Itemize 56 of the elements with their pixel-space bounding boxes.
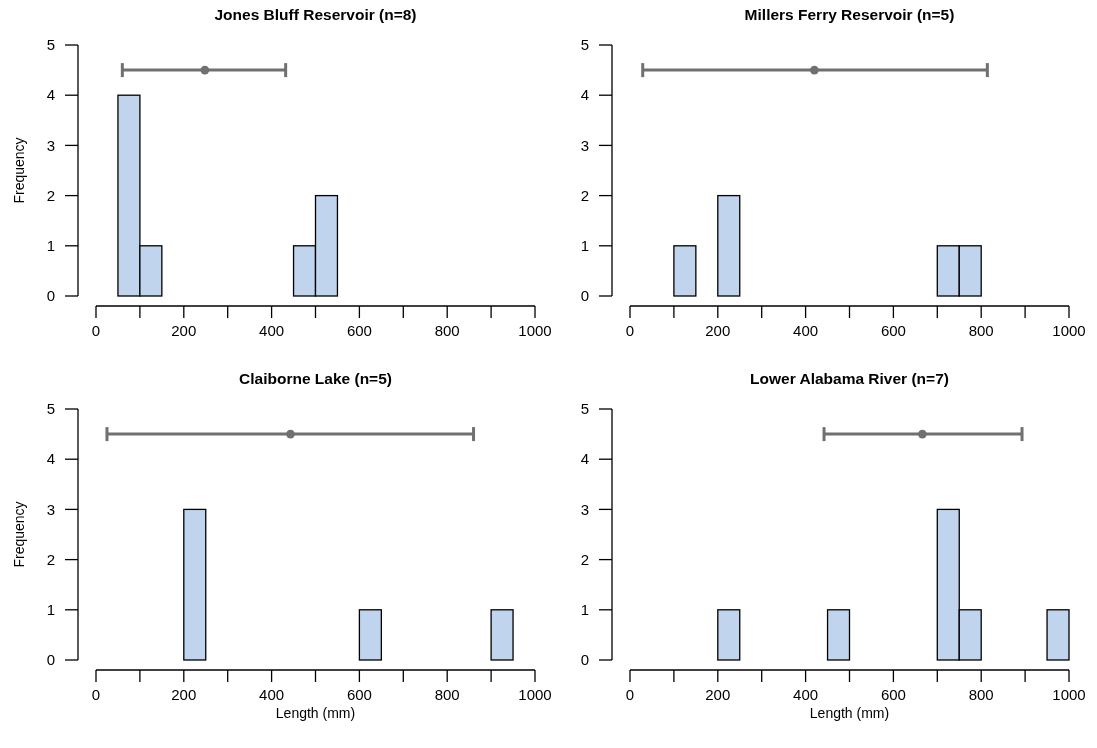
y-axis-title: Frequency (11, 137, 27, 204)
y-tick-label: 1 (580, 237, 590, 255)
y-tick-label: 5 (580, 400, 590, 418)
x-tick-label: 800 (968, 686, 994, 703)
y-tick-label: 2 (46, 186, 56, 204)
x-tick-label: 1000 (1052, 322, 1086, 339)
x-tick-label: 800 (968, 322, 994, 339)
y-tick-label: 5 (46, 400, 56, 418)
y-tick-label: 3 (46, 136, 56, 154)
y-tick-label: 0 (580, 287, 590, 305)
x-tick-label: 0 (91, 322, 101, 339)
x-tick-label: 400 (793, 322, 819, 339)
y-tick-label: 0 (580, 651, 590, 669)
x-tick-label: 800 (434, 686, 460, 703)
chart-title: Millers Ferry Reservoir (n=5) (744, 6, 955, 23)
y-tick-label: 1 (46, 237, 56, 255)
y-tick-label: 2 (46, 550, 56, 568)
x-tick-label: 1000 (1052, 686, 1086, 703)
y-tick-label: 0 (46, 287, 56, 305)
x-tick-label: 1000 (518, 686, 552, 703)
chart-title: Claiborne Lake (n=5) (239, 370, 392, 387)
x-tick-label: 0 (625, 322, 635, 339)
x-tick-label: 400 (793, 686, 819, 703)
x-axis-title: Length (mm) (275, 705, 356, 721)
x-tick-label: 600 (880, 686, 906, 703)
y-tick-label: 1 (46, 601, 56, 619)
x-tick-label: 1000 (518, 322, 552, 339)
y-axis-title: Frequency (11, 501, 27, 568)
y-tick-label: 5 (46, 36, 56, 54)
y-tick-label: 4 (580, 450, 590, 468)
chart-title: Lower Alabama River (n=7) (750, 370, 949, 387)
y-tick-label: 3 (580, 500, 590, 518)
x-tick-label: 0 (625, 686, 635, 703)
chart-title: Jones Bluff Reservoir (n=8) (214, 6, 417, 23)
x-tick-label: 200 (171, 686, 197, 703)
x-tick-label: 600 (880, 322, 906, 339)
x-axis-title: Length (mm) (809, 705, 890, 721)
x-tick-label: 400 (259, 686, 285, 703)
y-tick-label: 3 (46, 500, 56, 518)
y-tick-label: 2 (580, 186, 590, 204)
x-tick-label: 600 (346, 322, 372, 339)
x-tick-label: 800 (434, 322, 460, 339)
x-tick-label: 400 (259, 322, 285, 339)
x-tick-label: 200 (171, 322, 197, 339)
x-tick-label: 200 (705, 686, 731, 703)
y-tick-label: 0 (46, 651, 56, 669)
y-tick-label: 5 (580, 36, 590, 54)
x-tick-label: 600 (346, 686, 372, 703)
y-tick-label: 1 (580, 601, 590, 619)
x-tick-label: 200 (705, 322, 731, 339)
y-tick-label: 3 (580, 136, 590, 154)
y-tick-label: 4 (46, 450, 56, 468)
y-tick-label: 4 (580, 86, 590, 104)
y-tick-label: 2 (580, 550, 590, 568)
x-tick-label: 0 (91, 686, 101, 703)
y-tick-label: 4 (46, 86, 56, 104)
